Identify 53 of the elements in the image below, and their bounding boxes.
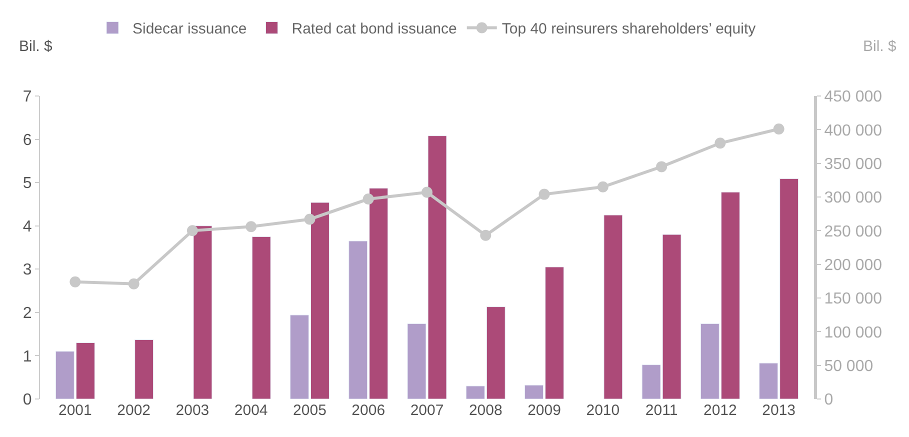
y2-tick-label: 100 000 (824, 324, 882, 342)
x-tick-label: 2009 (528, 402, 561, 419)
y-tick-label: 7 (22, 88, 32, 106)
y-tick-label: 5 (22, 175, 32, 192)
x-tick-label: 2013 (762, 402, 796, 419)
point (422, 186, 432, 198)
x-tick-label: 2011 (645, 402, 678, 419)
point (186, 225, 198, 236)
y2-tick-label: 300 000 (824, 190, 882, 207)
point (246, 221, 257, 232)
x-tick-label: 2007 (410, 402, 444, 419)
bar (193, 226, 212, 399)
y2-tick-label: 250 000 (824, 223, 882, 240)
y2-tick-label: 400 000 (824, 122, 882, 140)
x-tick-label: 2012 (703, 402, 737, 419)
y2-tick-label: 450 000 (824, 88, 882, 106)
bar (134, 339, 154, 399)
y-tick-label: 3 (22, 262, 32, 279)
point (304, 214, 316, 225)
point (656, 161, 668, 172)
point (597, 181, 608, 192)
legend-label: Rated cat bond issuance (292, 20, 457, 38)
x-tick-label: 2001 (58, 402, 92, 419)
point (773, 123, 784, 134)
y-tick-label: 1 (22, 348, 32, 366)
x-tick-label: 2008 (468, 402, 502, 419)
y2-axis-title: Bil. $ (863, 38, 898, 55)
point (714, 138, 726, 149)
point (128, 278, 140, 290)
point (538, 188, 550, 200)
y2-tick-label: 200 000 (824, 256, 882, 274)
legend-label: Sidecar issuance (132, 20, 247, 38)
x-tick-label: 2006 (352, 402, 386, 419)
y-axis-title: Bil. $ (19, 38, 54, 55)
bar (252, 236, 271, 399)
point (480, 230, 492, 241)
y2-tick-label: 150 000 (824, 290, 882, 308)
point (362, 194, 374, 205)
y2-tick-label: 50 000 (824, 358, 874, 375)
y-tick-label: 0 (22, 392, 32, 409)
y-tick-label: 4 (22, 218, 32, 236)
x-tick-label: 2004 (234, 402, 268, 419)
bar (604, 214, 623, 399)
point (70, 276, 81, 288)
x-tick-label: 2002 (117, 402, 151, 419)
y2-tick-label: 350 000 (824, 156, 882, 173)
legend-label: Top 40 reinsurers shareholders’ equity (502, 20, 756, 38)
y-tick-label: 2 (22, 305, 32, 322)
x-tick-label: 2005 (293, 402, 326, 419)
x-tick-label: 2003 (176, 402, 210, 419)
x-tick-label: 2010 (586, 402, 620, 419)
y2-tick-label: 0 (824, 392, 834, 409)
y-tick-label: 6 (22, 132, 32, 149)
